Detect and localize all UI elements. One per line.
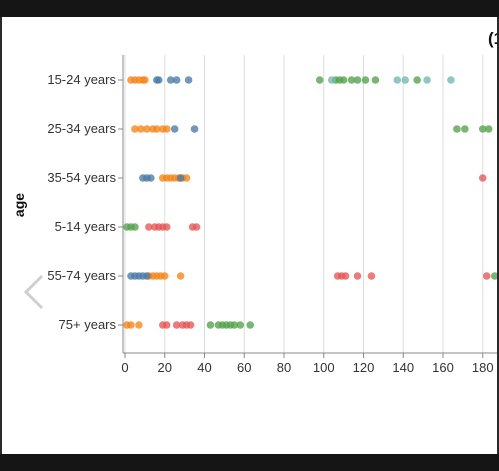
y-tick-label: 55-74 years: [47, 268, 116, 283]
data-point: [172, 321, 181, 329]
chart-title: (1: [488, 29, 499, 48]
data-point: [482, 272, 491, 280]
data-point: [143, 272, 151, 280]
grid-lines: [124, 55, 484, 353]
data-point: [186, 321, 195, 329]
data-point: [447, 76, 455, 84]
x-tick-label: 180: [472, 360, 494, 375]
data-point: [127, 321, 135, 329]
y-axis: 15-24 years 25-34 years 35-54 years 5-14 ye…: [47, 55, 124, 353]
y-tick-label: 5-14 years: [55, 219, 117, 234]
data-point: [478, 174, 487, 182]
data-point: [353, 76, 362, 84]
left-frame-edge: [0, 17, 2, 454]
top-frame-bar: [0, 0, 499, 17]
previous-slide-button[interactable]: [20, 272, 50, 312]
data-point: [490, 272, 499, 280]
data-point: [246, 321, 255, 329]
data-point: [160, 272, 169, 280]
y-tick-label: 15-24 years: [47, 72, 116, 87]
bottom-frame-bar: [0, 454, 499, 471]
x-axis: 0 20 40 60 80 100 120 140 160 180: [121, 352, 497, 375]
data-point: [176, 174, 185, 182]
data-point: [190, 125, 199, 133]
data-point: [137, 125, 145, 133]
data-point: [172, 76, 181, 84]
y-tick-label: 25-34 years: [47, 121, 116, 136]
data-point: [401, 76, 410, 84]
data-point: [478, 125, 487, 133]
x-tick-label: 80: [277, 360, 291, 375]
y-tick-label: 75+ years: [59, 317, 117, 332]
data-point: [192, 223, 201, 231]
data-point: [162, 125, 171, 133]
data-point: [461, 125, 469, 133]
data-point: [236, 321, 245, 329]
data-point: [162, 223, 171, 231]
x-tick-label: 140: [392, 360, 414, 375]
x-tick-label: 100: [313, 360, 335, 375]
data-point: [347, 76, 356, 84]
x-tick-label: 0: [121, 360, 128, 375]
chevron-left-icon: [23, 274, 44, 310]
scatter-chart: 15-24 years 25-34 years 35-54 years 5-14 ye…: [11, 29, 499, 375]
data-point: [143, 125, 151, 133]
data-point: [230, 321, 239, 329]
x-tick-label: 60: [237, 360, 251, 375]
data-point: [135, 321, 143, 329]
x-tick-label: 40: [197, 360, 211, 375]
data-point: [153, 125, 161, 133]
data-point: [145, 223, 153, 231]
data-point: [393, 76, 402, 84]
data-point: [131, 223, 139, 231]
data-point: [147, 174, 155, 182]
data-points: [123, 76, 499, 329]
data-point: [206, 321, 215, 329]
data-point: [162, 321, 171, 329]
x-tick-label: 160: [432, 360, 454, 375]
data-point: [484, 125, 493, 133]
data-point: [166, 76, 175, 84]
data-point: [413, 76, 421, 84]
data-point: [353, 272, 362, 280]
data-point: [184, 76, 193, 84]
data-point: [367, 272, 376, 280]
y-axis-title: age: [11, 193, 27, 217]
data-point: [327, 76, 336, 84]
x-tick-label: 120: [353, 360, 375, 375]
data-point: [371, 76, 380, 84]
data-point: [423, 76, 431, 84]
x-tick-label: 20: [158, 360, 172, 375]
y-tick-label: 35-54 years: [47, 170, 116, 185]
data-point: [339, 76, 348, 84]
data-point: [131, 125, 139, 133]
data-point: [154, 76, 163, 84]
data-point: [141, 76, 149, 84]
data-point: [315, 76, 324, 84]
data-point: [453, 125, 461, 133]
data-point: [170, 125, 179, 133]
data-point: [182, 174, 191, 182]
right-frame-edge: [497, 17, 499, 454]
data-point: [341, 272, 350, 280]
data-point: [361, 76, 370, 84]
data-point: [176, 272, 185, 280]
